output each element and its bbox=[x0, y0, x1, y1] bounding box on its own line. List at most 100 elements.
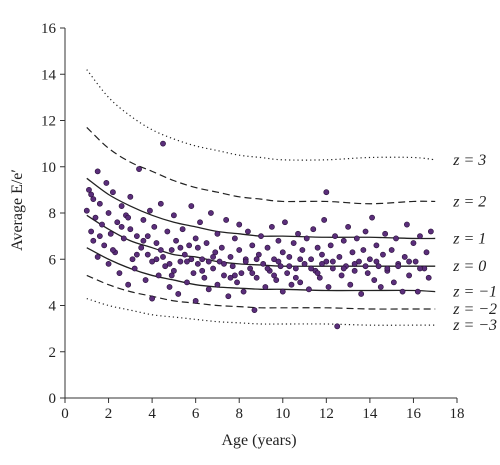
data-point bbox=[94, 168, 101, 175]
data-point bbox=[144, 251, 151, 258]
data-point bbox=[90, 196, 97, 203]
data-point bbox=[249, 242, 256, 249]
data-point bbox=[425, 274, 432, 281]
data-point bbox=[382, 230, 389, 237]
data-point bbox=[282, 219, 288, 226]
data-point bbox=[210, 254, 216, 260]
data-point bbox=[114, 219, 121, 226]
data-point bbox=[231, 235, 238, 242]
data-point bbox=[199, 267, 206, 274]
data-point bbox=[286, 263, 293, 270]
data-point bbox=[96, 200, 103, 207]
data-point bbox=[157, 200, 164, 207]
data-point bbox=[170, 267, 177, 274]
data-point bbox=[214, 281, 221, 288]
data-point bbox=[406, 258, 412, 265]
data-point bbox=[125, 281, 132, 288]
data-point bbox=[258, 233, 264, 240]
curve-label: z = 3 bbox=[452, 152, 486, 169]
data-point bbox=[218, 244, 225, 251]
data-point bbox=[345, 223, 352, 230]
data-point bbox=[142, 277, 149, 283]
data-point bbox=[160, 140, 166, 147]
x-tick-label: 8 bbox=[235, 406, 243, 422]
curve-label: z = −1 bbox=[452, 284, 497, 301]
data-point bbox=[164, 228, 171, 235]
data-point bbox=[157, 247, 164, 253]
data-point bbox=[340, 265, 347, 272]
data-point bbox=[299, 247, 306, 253]
data-point bbox=[380, 251, 386, 258]
data-point bbox=[221, 260, 227, 267]
data-point bbox=[308, 256, 314, 263]
data-point bbox=[155, 272, 162, 279]
data-point bbox=[360, 247, 367, 253]
data-point bbox=[88, 191, 95, 198]
data-point bbox=[184, 258, 190, 265]
data-point bbox=[260, 260, 267, 267]
data-point bbox=[110, 247, 116, 253]
data-point bbox=[393, 235, 399, 242]
data-point bbox=[358, 291, 365, 297]
data-point bbox=[340, 237, 347, 244]
data-point bbox=[253, 274, 260, 281]
data-point bbox=[127, 226, 134, 233]
data-point bbox=[118, 203, 125, 209]
data-point bbox=[347, 281, 354, 288]
data-point bbox=[316, 274, 323, 281]
y-tick-label: 0 bbox=[49, 391, 57, 407]
data-point bbox=[255, 251, 262, 258]
data-point bbox=[319, 251, 325, 258]
data-point bbox=[310, 226, 317, 233]
data-point bbox=[140, 217, 147, 223]
data-point bbox=[242, 258, 249, 265]
data-point bbox=[240, 288, 247, 295]
data-point bbox=[414, 288, 421, 295]
data-point bbox=[369, 214, 375, 221]
data-point bbox=[314, 270, 321, 277]
data-point bbox=[151, 223, 158, 230]
data-point bbox=[168, 272, 175, 279]
data-point bbox=[201, 274, 208, 281]
data-point bbox=[231, 272, 238, 279]
data-point bbox=[186, 242, 193, 249]
centile-curve bbox=[86, 69, 436, 161]
data-point bbox=[417, 233, 423, 240]
data-point bbox=[188, 203, 195, 209]
data-point bbox=[197, 219, 203, 226]
data-point bbox=[225, 293, 232, 300]
data-point bbox=[362, 228, 369, 235]
data-point bbox=[86, 186, 92, 193]
data-point bbox=[216, 258, 223, 265]
data-point bbox=[247, 265, 254, 272]
data-point bbox=[107, 230, 114, 237]
y-tick-label: 16 bbox=[41, 21, 57, 37]
data-point bbox=[149, 295, 156, 302]
data-point bbox=[188, 256, 195, 263]
data-point bbox=[275, 258, 282, 265]
data-points bbox=[83, 140, 434, 330]
x-tick-label: 14 bbox=[362, 406, 378, 422]
data-point bbox=[297, 256, 304, 263]
data-point bbox=[353, 235, 360, 242]
data-point bbox=[192, 235, 199, 242]
data-point bbox=[327, 242, 334, 249]
curve-label: z = 1 bbox=[452, 230, 486, 247]
data-point bbox=[410, 240, 417, 246]
data-point bbox=[338, 272, 345, 279]
data-point bbox=[388, 247, 395, 253]
data-point bbox=[349, 249, 356, 256]
data-point bbox=[144, 233, 151, 240]
data-point bbox=[279, 249, 286, 256]
x-axis-title: Age (years) bbox=[221, 432, 296, 449]
x-tick-label: 4 bbox=[148, 406, 156, 422]
data-point bbox=[236, 247, 243, 253]
data-point bbox=[303, 235, 310, 242]
data-point bbox=[96, 233, 103, 240]
data-point bbox=[162, 263, 169, 270]
data-point bbox=[262, 284, 269, 290]
data-point bbox=[314, 244, 321, 251]
data-point bbox=[205, 286, 212, 293]
data-point bbox=[177, 258, 184, 265]
